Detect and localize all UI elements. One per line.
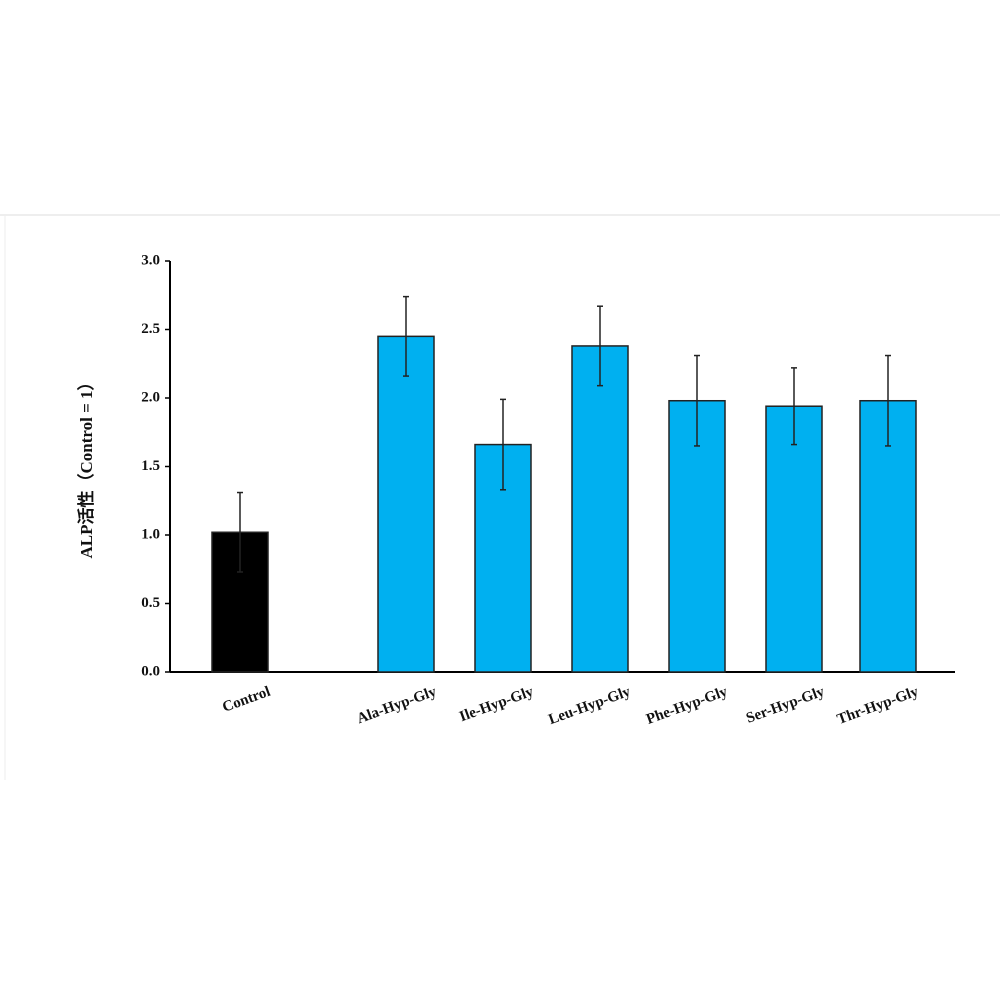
x-tick-label: Ala-Hyp-Gly xyxy=(355,684,439,728)
bar xyxy=(571,345,629,673)
y-tick-label: 3.0 xyxy=(141,252,160,268)
x-tick-label: Leu-Hyp-Gly xyxy=(547,684,634,729)
bar xyxy=(765,405,823,673)
error-bar xyxy=(237,491,243,573)
y-tick-label: 2.0 xyxy=(141,389,160,405)
error-bar xyxy=(597,305,603,387)
y-tick-label: 2.5 xyxy=(141,321,160,337)
x-tick-label: Phe-Hyp-Gly xyxy=(644,684,730,728)
error-bar xyxy=(403,295,409,377)
x-tick-label: Ile-Hyp-Gly xyxy=(457,684,536,726)
error-bar xyxy=(694,354,700,447)
y-axis-label: ALP活性（Control = 1） xyxy=(76,373,96,558)
y-tick-label: 1.0 xyxy=(141,526,160,542)
y-tick-label: 1.5 xyxy=(141,458,160,474)
x-tick-label: Thr-Hyp-Gly xyxy=(835,684,921,728)
x-tick-label: Control xyxy=(220,684,272,716)
y-tick-label: 0.0 xyxy=(141,663,160,679)
y-tick-label: 0.5 xyxy=(141,595,160,611)
error-bar xyxy=(791,367,797,446)
error-bar xyxy=(500,398,506,491)
bar xyxy=(377,335,435,673)
x-tick-label: Ser-Hyp-Gly xyxy=(744,684,827,727)
error-bar xyxy=(885,354,891,447)
